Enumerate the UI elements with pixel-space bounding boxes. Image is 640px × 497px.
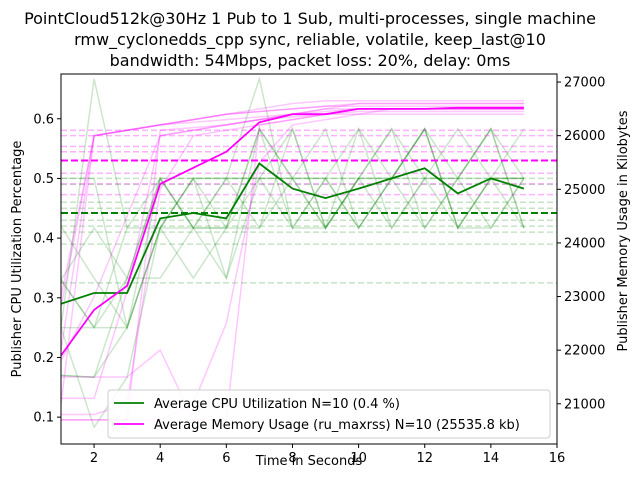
cpu-run-4 — [61, 75, 524, 378]
cpu-run-1 — [61, 127, 524, 430]
cpu-run-2 — [61, 127, 525, 281]
chart-title-line-1: PointCloud512k@30Hz 1 Pub to 1 Sub, mult… — [24, 9, 596, 28]
x-axis-label: Time in Seconds — [255, 454, 363, 469]
memory-run-4 — [61, 105, 524, 308]
y-right-tick-label-25000: 25000 — [564, 183, 605, 198]
y-left-tick-label-0.1: 0.1 — [33, 411, 54, 426]
y-axis-right-label: Publisher Memory Usage in Kilobytes — [616, 110, 631, 351]
x-tick-label-6: 6 — [222, 451, 230, 466]
x-axis: 2 4 6 8 10 12 14 16 — [90, 444, 565, 466]
y-left-tick-label-0.2: 0.2 — [33, 351, 54, 366]
y-axis-left: 0.1 0.2 0.3 0.4 0.5 0.6 — [33, 112, 61, 426]
x-tick-label-16: 16 — [549, 451, 566, 466]
chart-title-line-3: bandwidth: 54Mbps, packet loss: 20%, del… — [110, 51, 511, 70]
y-right-tick-label-23000: 23000 — [564, 290, 605, 305]
memory-run-8 — [61, 108, 524, 362]
y-axis-right: 21000 22000 23000 24000 25000 26000 27000 — [557, 76, 605, 412]
legend-box — [107, 389, 551, 439]
y-left-tick-label-0.6: 0.6 — [33, 112, 54, 127]
memory-run-3 — [61, 102, 524, 400]
cpu-average-line — [61, 162, 525, 305]
y-right-tick-label-24000: 24000 — [564, 236, 605, 251]
cpu-run-8 — [61, 127, 525, 331]
cpu-run-7 — [61, 127, 525, 329]
x-tick-label-8: 8 — [288, 451, 296, 466]
legend-entry-cpu: Average CPU Utilization N=10 (0.4 %) — [154, 397, 400, 412]
memory-run-1 — [61, 113, 524, 421]
memory-average-line — [61, 106, 524, 357]
cpu-run-6 — [61, 127, 525, 330]
chart-title-line-2: rmw_cyclonedds_cpp sync, reliable, volat… — [74, 30, 546, 50]
y-right-tick-label-26000: 26000 — [564, 129, 605, 144]
cpu-run-9 — [61, 126, 525, 378]
cpu-run-10 — [61, 127, 524, 330]
x-tick-label-10: 10 — [350, 451, 367, 466]
y-left-tick-label-0.3: 0.3 — [33, 291, 54, 306]
y-left-tick-label-0.4: 0.4 — [33, 232, 54, 247]
individual-runs — [61, 75, 525, 430]
memory-run-9 — [61, 110, 524, 416]
memory-run-6 — [61, 108, 524, 421]
y-right-tick-label-22000: 22000 — [564, 344, 605, 359]
y-left-tick-label-0.5: 0.5 — [33, 172, 54, 187]
y-axis-left-label: Publisher CPU Utilization Percentage — [10, 141, 25, 378]
x-tick-label-4: 4 — [156, 451, 164, 466]
cpu-run-5 — [61, 127, 525, 329]
memory-run-2 — [61, 100, 524, 404]
plot-frame — [60, 73, 558, 445]
x-tick-label-14: 14 — [483, 451, 500, 466]
legend-entry-memory: Average Memory Usage (ru_maxrss) N=10 (2… — [154, 418, 520, 433]
y-right-tick-label-27000: 27000 — [564, 76, 605, 91]
x-tick-label-2: 2 — [90, 451, 98, 466]
memory-run-7 — [61, 102, 524, 297]
y-right-tick-label-21000: 21000 — [564, 397, 605, 412]
memory-run-5 — [61, 108, 524, 421]
legend: Average CPU Utilization N=10 (0.4 %) Ave… — [107, 389, 551, 439]
chart-title: PointCloud512k@30Hz 1 Pub to 1 Sub, mult… — [24, 9, 596, 70]
x-tick-label-12: 12 — [416, 451, 433, 466]
cpu-run-3 — [61, 78, 525, 328]
average-series — [61, 106, 525, 357]
